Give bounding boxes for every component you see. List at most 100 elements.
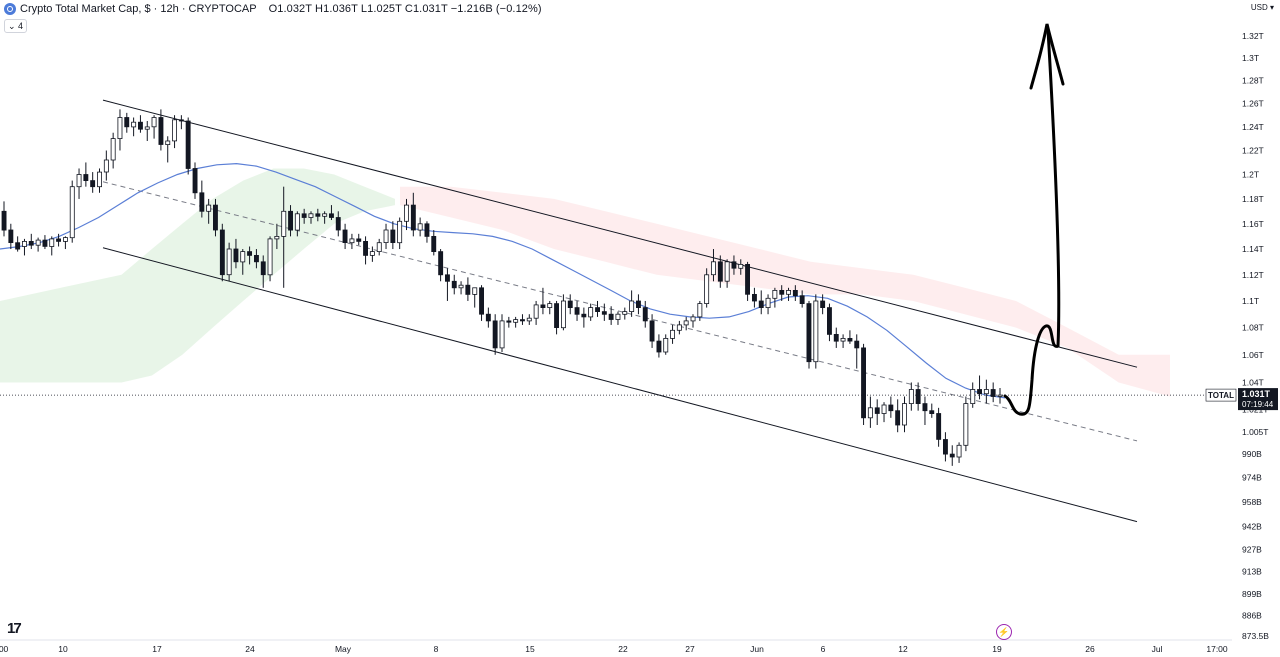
y-tick-label: 1.12T (1242, 270, 1264, 280)
y-tick-label: 1.1T (1242, 296, 1259, 306)
candle-body (451, 280, 457, 289)
legend-title: Crypto Total Market Cap, $ · 12h · CRYPT… (20, 3, 257, 15)
y-tick-label: 1.005T (1242, 427, 1268, 437)
y-tick-label: 1.24T (1242, 122, 1264, 132)
candle-body (192, 168, 198, 194)
candle-body (172, 119, 177, 142)
candle-body (595, 307, 600, 313)
symbol-tag-box (1205, 388, 1237, 402)
candle-body (212, 204, 218, 231)
candle-body (472, 287, 478, 295)
candle-body (977, 389, 982, 395)
y-tick-label: 1.04T (1242, 378, 1264, 388)
price-tag-box (1238, 388, 1278, 411)
candle-body (76, 174, 82, 188)
candle-body (438, 251, 444, 276)
candle-body (288, 210, 293, 231)
candle-body (1, 210, 7, 231)
candle-body (567, 300, 573, 308)
candle-body (683, 320, 689, 326)
x-tick-label: 12 (898, 644, 908, 654)
candle-body (431, 235, 437, 252)
candle-body (915, 389, 921, 405)
candle-body (410, 204, 416, 231)
candle-body (588, 307, 594, 318)
y-tick-label: 990B (1242, 449, 1262, 459)
arrow-head (1029, 23, 1065, 90)
candle-body (895, 410, 901, 426)
candle-body (28, 240, 34, 246)
candle-body (943, 439, 948, 455)
ichimoku-cloud-bullish (0, 168, 395, 383)
candle-body (274, 235, 280, 240)
x-tick-label: Jun (750, 644, 764, 654)
candle-body (240, 251, 246, 263)
moving-average-line (0, 162, 1006, 399)
x-tick-label: 10 (58, 644, 68, 654)
candle-body (983, 389, 989, 395)
candle-body (485, 313, 491, 322)
candle-body (963, 403, 969, 446)
candle-body (540, 304, 546, 308)
y-tick-label: 1.32T (1242, 31, 1264, 41)
x-tick-label: 7:00 (0, 644, 9, 654)
candle-body (178, 119, 184, 122)
candle-body (711, 261, 716, 276)
candle-body (144, 126, 150, 130)
candle-body (21, 240, 27, 247)
candle-body (799, 295, 805, 305)
candle-body (833, 333, 839, 342)
candle-body (458, 284, 464, 289)
price-tag-value: 1.031T (1242, 389, 1271, 399)
x-tick-label: May (335, 644, 352, 654)
candle-body (608, 313, 614, 320)
candle-body (929, 410, 935, 415)
candle-body (724, 261, 730, 282)
price-tag-countdown: 07:19:44 (1242, 400, 1274, 409)
candle-body (397, 220, 403, 244)
candle-body (342, 229, 348, 244)
candle-body (363, 240, 368, 256)
candle-body (403, 204, 409, 222)
chart-legend[interactable]: Crypto Total Market Cap, $ · 12h · CRYPT… (4, 3, 542, 15)
candle-body (97, 171, 102, 188)
candle-body (492, 320, 498, 349)
candle-body (315, 213, 321, 217)
candle-body (63, 237, 68, 242)
candle-body (881, 404, 887, 414)
lightning-icon[interactable]: ⚡ (996, 624, 1012, 640)
candle-body (444, 274, 450, 282)
currency-selector[interactable]: USD ▾ (1250, 3, 1274, 12)
candle-body (786, 289, 791, 295)
y-tick-label: 1.14T (1242, 244, 1264, 254)
candle-body (922, 403, 928, 412)
candle-body (601, 311, 607, 315)
candle-body (219, 229, 225, 276)
candle-body (90, 180, 96, 188)
candle-body (874, 407, 880, 414)
y-tick-label: 1.28T (1242, 76, 1264, 86)
y-tick-label: 1.16T (1242, 219, 1264, 229)
y-tick-label: 927B (1242, 545, 1262, 555)
candle-body (861, 347, 866, 419)
candle-body (574, 307, 580, 315)
candle-body (867, 407, 873, 419)
y-tick-label: 1.08T (1242, 323, 1264, 333)
indicator-collapse-button[interactable]: ⌄ 4 (4, 19, 28, 33)
tradingview-logo-icon[interactable]: 17 (7, 620, 22, 637)
candle-body (745, 263, 750, 295)
candle-body (629, 300, 635, 313)
y-tick-label: 873.5B (1242, 631, 1269, 641)
y-tick-label: 1.26T (1242, 99, 1264, 109)
x-tick-label: 24 (245, 644, 255, 654)
candle-body (704, 274, 710, 304)
candle-body (554, 303, 559, 329)
candle-body (417, 223, 423, 231)
candle-body (8, 229, 14, 244)
candle-body (281, 210, 287, 237)
candle-body (369, 251, 375, 256)
candle-body (731, 261, 737, 269)
y-tick-label: 1.06T (1242, 350, 1264, 360)
candle-body (561, 300, 566, 329)
